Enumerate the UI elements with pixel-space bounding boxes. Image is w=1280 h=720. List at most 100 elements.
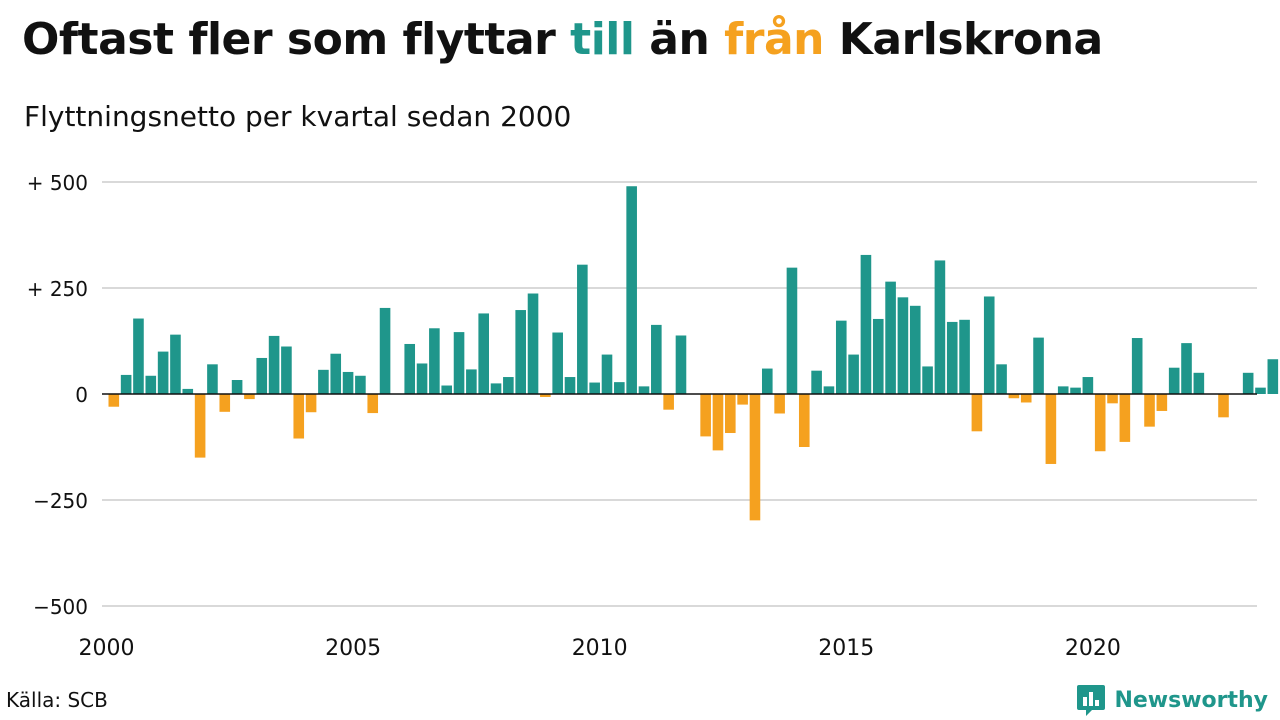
bar (885, 281, 896, 394)
bar (626, 186, 637, 394)
y-tick-label: 0 (75, 383, 88, 407)
bar (1057, 386, 1069, 394)
bar (1144, 394, 1155, 427)
brand-name: Newsworthy (1114, 687, 1268, 713)
bar (120, 374, 132, 394)
bar (453, 332, 465, 394)
y-tick-label: + 500 (27, 171, 88, 195)
bar (860, 254, 872, 394)
bar (749, 394, 761, 521)
bar (268, 335, 280, 394)
bar (1020, 394, 1032, 403)
bar (897, 297, 909, 394)
title-word-till: till (570, 14, 635, 65)
chart-subtitle: Flyttningsnetto per kvartal sedan 2000 (24, 100, 572, 133)
bar (564, 377, 576, 394)
bar (1168, 367, 1180, 394)
bar (700, 394, 711, 437)
bar (651, 324, 662, 394)
bar (429, 328, 440, 394)
bar (515, 310, 526, 394)
bar (1070, 387, 1081, 394)
bar (1094, 394, 1106, 452)
bar (823, 386, 835, 394)
bar (946, 321, 958, 394)
bar (293, 394, 305, 439)
bar (342, 371, 354, 394)
bar (404, 343, 416, 394)
bar (330, 353, 342, 394)
bar (1045, 394, 1057, 464)
bar (256, 357, 268, 394)
bar (355, 375, 366, 394)
bar (478, 313, 489, 394)
bar (922, 366, 933, 394)
bar (1119, 394, 1131, 442)
bar (182, 388, 194, 394)
title-word-fran: från (724, 14, 824, 65)
bar (675, 335, 687, 394)
bar (466, 369, 477, 394)
title-part-3: Karlskrona (823, 14, 1103, 65)
title-part-1: Oftast fler som flyttar (22, 14, 571, 65)
bar (1181, 343, 1192, 394)
bar (909, 305, 921, 394)
x-tick-label: 2000 (79, 636, 135, 661)
bar (835, 320, 847, 394)
bar (231, 380, 243, 394)
bar (194, 394, 206, 458)
bar (133, 318, 144, 394)
x-axis: 2000 2005 2010 2015 2020 (79, 636, 1121, 661)
bar (244, 394, 255, 400)
bar (1218, 394, 1229, 418)
bar (219, 394, 231, 412)
bar (416, 363, 428, 394)
bar (934, 260, 946, 394)
bar (614, 382, 625, 394)
x-tick-label: 2020 (1065, 636, 1121, 661)
brand-logo[interactable]: Newsworthy (1076, 683, 1268, 717)
x-tick-label: 2015 (818, 636, 874, 661)
bar (1131, 338, 1143, 394)
grid-lines (102, 181, 1257, 607)
bar (774, 394, 785, 414)
bar (281, 346, 292, 394)
bar (848, 354, 859, 394)
bar (527, 293, 539, 394)
bar (959, 319, 970, 394)
x-tick-label: 2005 (325, 636, 381, 661)
bar (1008, 394, 1020, 399)
newsworthy-logo-icon (1077, 685, 1106, 716)
bar (983, 296, 995, 394)
bar (1255, 387, 1266, 394)
bar (737, 394, 748, 405)
bar (971, 394, 983, 432)
bar (490, 383, 502, 394)
bar (503, 377, 514, 394)
bar (761, 368, 773, 394)
bar (1107, 394, 1118, 404)
title-part-2: än (634, 14, 725, 65)
x-tick-label: 2010 (572, 636, 628, 661)
bar (996, 364, 1007, 394)
chart-title: Oftast fler som flyttar till än från Kar… (22, 14, 1103, 65)
bar (601, 354, 613, 394)
bar-chart: + 500 + 250 0 −250 −500 2000 2005 2010 2015 2020 (27, 171, 1279, 661)
bar (367, 394, 379, 414)
bar (145, 375, 157, 394)
y-tick-label: −250 (33, 489, 88, 513)
bar (798, 394, 810, 447)
bar (1156, 394, 1168, 411)
bar (1267, 359, 1279, 394)
bar (379, 307, 391, 394)
bar (1082, 377, 1094, 394)
bar (1033, 337, 1044, 394)
y-tick-label: + 250 (27, 277, 88, 301)
bar (157, 351, 169, 394)
bar (811, 370, 822, 394)
bar (441, 385, 453, 394)
bar (552, 332, 563, 394)
bar (577, 264, 588, 394)
bar (318, 369, 329, 394)
bar (108, 394, 120, 407)
